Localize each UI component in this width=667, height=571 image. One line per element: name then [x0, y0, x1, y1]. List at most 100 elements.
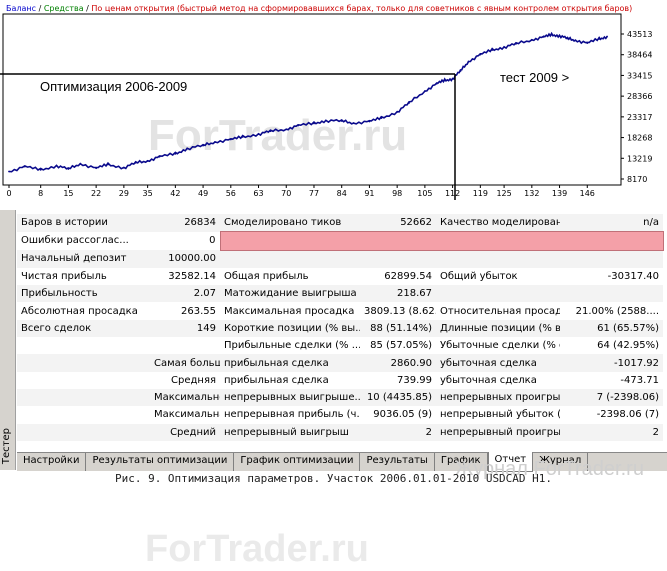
report-value: 2 — [360, 423, 436, 441]
balance-point — [186, 147, 189, 150]
tester-side-tab[interactable]: Тестер — [0, 210, 16, 470]
report-label: Всего сделок — [17, 319, 150, 338]
report-row: Средняя прибыльная сделка 739.99 убыточная … — [17, 371, 663, 389]
report-value: 32582.14 — [150, 267, 220, 286]
balance-point — [297, 124, 300, 127]
balance-point — [8, 170, 10, 173]
report-label: Прибыльные сделки (% ... — [220, 337, 360, 355]
plot-frame — [2, 13, 622, 186]
journal-watermark: Журнал ForTrader.ru — [455, 458, 644, 480]
report-label: Матожидание выигрыша — [220, 285, 360, 303]
tab-1[interactable]: Результаты оптимизации — [86, 453, 235, 471]
tester-tabs: Настройки Результаты оптимизации График оп… — [17, 452, 667, 472]
balance-point — [368, 120, 371, 123]
report-row: Максимальнаянепрерывная прибыль (ч...903… — [17, 406, 663, 424]
report-label: Ошибки рассоглас... — [17, 231, 150, 251]
report-value — [150, 337, 220, 355]
balance-point — [67, 168, 70, 170]
x-tick-label: 22 — [91, 189, 101, 198]
series-layer — [8, 31, 608, 173]
balance-point — [380, 117, 383, 120]
report-label: прибыльная сделка — [220, 371, 360, 389]
tab-2[interactable]: График оптимизации — [234, 453, 361, 471]
balance-point — [435, 82, 438, 85]
x-tick-label: 112 — [445, 189, 460, 198]
report-value: 2860.90 — [360, 354, 436, 372]
report-value: 10 (4435.85) — [360, 388, 436, 407]
report-row: Всего сделок 149 Короткие позиции (% вы...… — [17, 319, 663, 338]
x-tick-label: 146 — [580, 189, 595, 198]
balance-point — [23, 165, 26, 168]
report-row: Чистая прибыль 32582.14 Общая прибыль 62899… — [17, 267, 663, 286]
x-tick-label: 49 — [198, 189, 208, 198]
report-value: -2398.06 (7) — [560, 406, 663, 424]
report-label: непрерывный проигрыш — [436, 423, 560, 441]
balance-point — [467, 60, 470, 63]
report-label: Максимальная просадка — [220, 302, 360, 320]
report-label: непрерывный убыток (ч... — [436, 406, 560, 424]
report-value: 62899.54 — [360, 267, 436, 286]
report-value: 3809.13 (8.62... — [360, 302, 436, 320]
balance-point — [107, 163, 109, 166]
legend-sep1: / — [36, 4, 44, 13]
report-label: Начальный депозит — [17, 250, 150, 268]
report-value: -30317.40 — [560, 267, 663, 286]
report-value: 61 (65.57%) — [560, 319, 663, 338]
balance-point — [423, 90, 426, 92]
x-tick-label: 77 — [309, 189, 319, 198]
x-tick-label: 119 — [473, 189, 488, 198]
x-tick-label: 63 — [253, 189, 263, 198]
report-label: Общий убыток — [436, 267, 560, 286]
tab-6[interactable]: Журнал — [533, 453, 589, 471]
balance-point — [134, 161, 137, 164]
report-value: Максимальная — [150, 406, 220, 424]
x-tick-label: 8 — [38, 189, 43, 198]
report-label: непрерывный выигрыш — [220, 423, 360, 441]
report-label: Абсолютная просадка — [17, 302, 150, 320]
report-value: 64 (42.95%) — [560, 337, 663, 355]
balance-point — [313, 122, 315, 125]
balance-point — [459, 70, 462, 72]
balance-point — [202, 144, 204, 147]
balance-point — [515, 42, 517, 45]
report-value: 2.07 — [150, 285, 220, 303]
report-value — [560, 285, 663, 303]
balance-point — [479, 53, 482, 56]
balance-point — [396, 111, 399, 113]
report-value: -1017.92 — [560, 354, 663, 372]
balance-point — [451, 77, 454, 80]
balance-point — [146, 159, 149, 162]
balance-point — [324, 119, 327, 122]
x-tick-label: 0 — [6, 189, 11, 198]
tab-5[interactable]: Отчет — [487, 452, 534, 472]
report-row: Ошибки рассоглас... 0 — [17, 231, 664, 251]
legend-sep2: / — [84, 4, 92, 13]
report-label: непрерывных проигрыш... — [436, 388, 560, 407]
figure-caption: Рис. 9. Оптимизация параметров. Участок … — [114, 472, 553, 485]
report-label — [220, 250, 360, 268]
report-value: n/a — [560, 214, 663, 232]
report-label: Качество моделирования — [436, 214, 560, 232]
balance-point — [542, 36, 545, 38]
y-tick-label: 43513 — [627, 30, 652, 39]
tab-4[interactable]: График — [435, 453, 488, 471]
report-value: 52662 — [360, 214, 436, 232]
report-label: непрерывных выигрыше... — [220, 388, 360, 407]
balance-point — [550, 33, 553, 36]
report-label: убыточная сделка — [436, 371, 560, 389]
report-label — [436, 250, 560, 268]
report-row: Прибыльные сделки (% ... 85 (57.05%) Убыто… — [17, 337, 663, 355]
report-value — [560, 250, 663, 268]
x-tick-label: 70 — [281, 189, 291, 198]
x-tick-label: 42 — [170, 189, 180, 198]
tab-3[interactable]: Результаты — [360, 453, 435, 471]
balance-point — [158, 155, 161, 158]
report-value: 149 — [150, 319, 220, 338]
report-row: Максимальное количествонепрерывных выигр… — [17, 388, 663, 407]
report-label — [17, 406, 150, 424]
report-row: Самая большаяприбыльная сделка2860.90убы… — [17, 354, 663, 372]
report-label: Прибыльность — [17, 285, 150, 303]
chart-watermark: ForTrader.ru — [148, 111, 407, 160]
report-value: Самая большая — [150, 354, 220, 372]
tab-0[interactable]: Настройки — [17, 453, 87, 471]
